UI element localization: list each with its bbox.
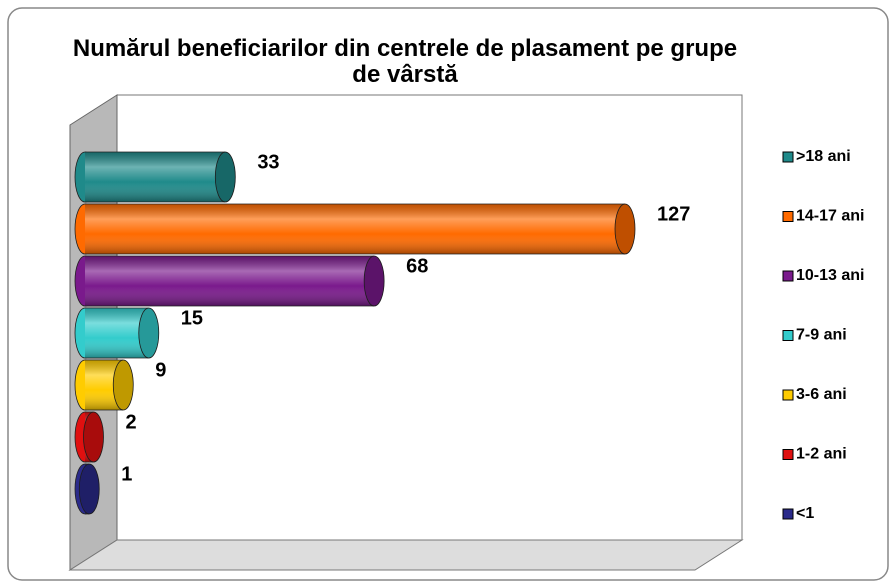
legend-label: 3-6 ani <box>796 386 847 403</box>
data-label: 68 <box>406 255 428 277</box>
bar-outline <box>85 307 149 359</box>
data-label: 9 <box>155 359 166 381</box>
legend-label: <1 <box>796 505 814 522</box>
bar-shade <box>85 152 226 202</box>
bar-cap-shade <box>615 204 635 254</box>
bar-cap <box>614 203 636 255</box>
bar-shade <box>85 256 375 306</box>
data-label: 33 <box>257 151 279 173</box>
bar-outline <box>85 255 375 307</box>
bars: 33 127 68 15 9 2 1 <box>74 151 690 515</box>
legend-swatch <box>782 211 794 222</box>
bar-cap-shade <box>364 256 385 306</box>
chart-title: Numărul beneficiarilor din centrele de p… <box>72 35 738 88</box>
legend-label: 7-9 ani <box>796 327 847 344</box>
bar-cap <box>138 307 160 359</box>
bar-cap <box>83 411 104 463</box>
legend: >18 ani 14-17 ani 10-13 ani 7-9 ani 3-6 ani 1… <box>782 148 864 522</box>
bar-outline <box>85 203 625 255</box>
data-label: 15 <box>181 307 203 329</box>
data-label: 127 <box>657 203 690 225</box>
bar-cap <box>363 255 385 307</box>
bar-cap-shade <box>138 308 159 358</box>
data-label: 2 <box>126 411 137 433</box>
bar-cap <box>214 151 236 203</box>
legend-swatch <box>782 270 794 282</box>
bar-cap-shade <box>83 412 104 462</box>
bar-cap-shade <box>113 360 134 410</box>
bar-cap <box>78 463 100 515</box>
legend-label: >18 ani <box>796 148 851 165</box>
legend-swatch <box>782 330 794 341</box>
bar-outline <box>85 151 226 203</box>
bar-shade <box>85 204 625 254</box>
bar-shade <box>85 308 149 358</box>
floor <box>68 539 744 571</box>
bar-cap-shade <box>215 152 236 202</box>
legend-label: 10-13 ani <box>796 267 864 284</box>
legend-swatch <box>782 508 794 520</box>
legend-label: 1-2 ani <box>796 446 847 463</box>
bar-outline <box>85 359 124 411</box>
legend-swatch <box>782 449 794 460</box>
bar-cap-shade <box>79 464 100 514</box>
legend-label: 14-17 ani <box>796 208 864 225</box>
data-label: 1 <box>121 463 132 485</box>
bar-cap <box>112 359 134 411</box>
legend-swatch <box>782 389 794 401</box>
legend-swatch <box>782 151 794 163</box>
